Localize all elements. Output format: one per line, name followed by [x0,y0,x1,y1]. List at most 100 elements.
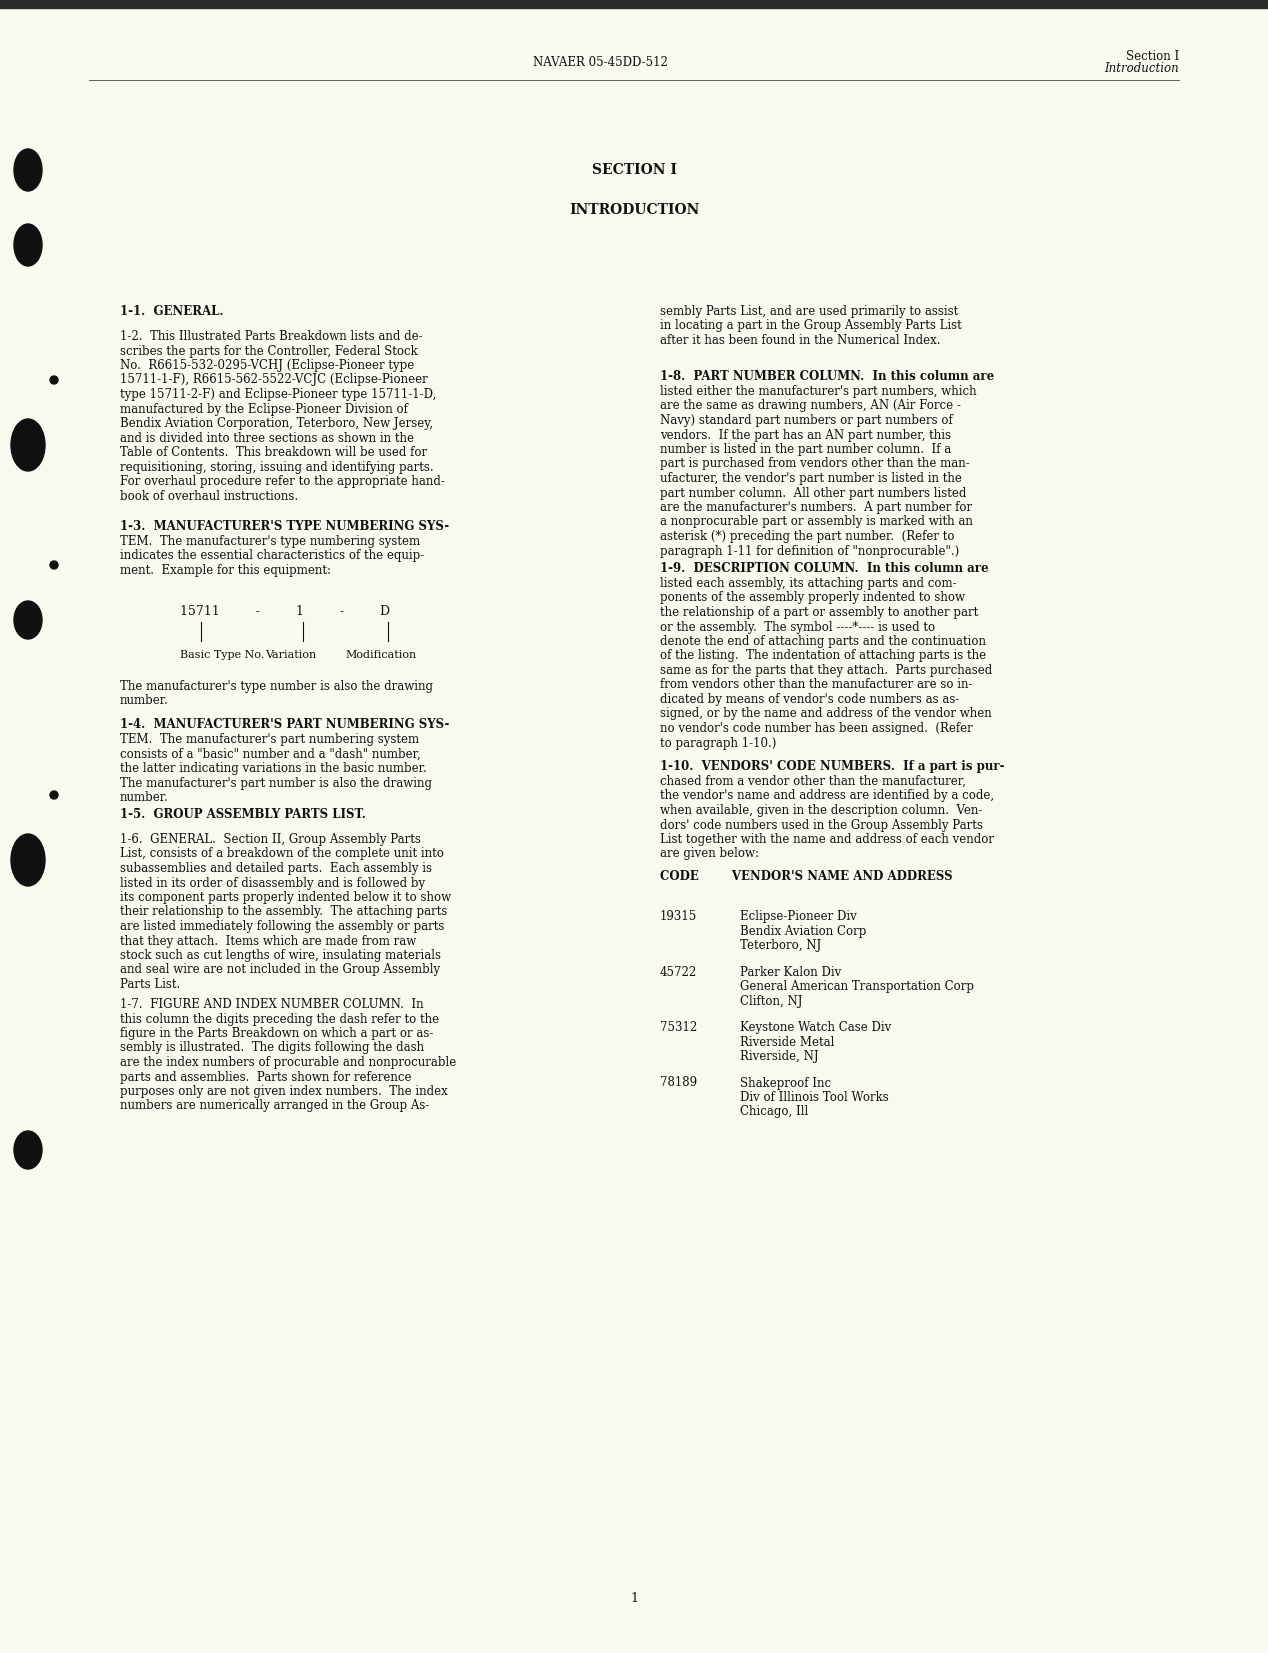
Text: List, consists of a breakdown of the complete unit into: List, consists of a breakdown of the com… [120,848,444,861]
Text: 15711         -         1         -         D: 15711 - 1 - D [180,605,391,618]
Text: requisitioning, storing, issuing and identifying parts.: requisitioning, storing, issuing and ide… [120,461,434,473]
Text: No.  R6615-532-0295-VCHJ (Eclipse-Pioneer type: No. R6615-532-0295-VCHJ (Eclipse-Pioneer… [120,359,415,372]
Text: TEM.  The manufacturer's type numbering system: TEM. The manufacturer's type numbering s… [120,536,420,549]
Text: indicates the essential characteristics of the equip-: indicates the essential characteristics … [120,549,425,562]
Text: denote the end of attaching parts and the continuation: denote the end of attaching parts and th… [661,635,987,648]
Text: book of overhaul instructions.: book of overhaul instructions. [120,489,298,503]
Text: ponents of the assembly properly indented to show: ponents of the assembly properly indente… [661,592,965,605]
Text: part number column.  All other part numbers listed: part number column. All other part numbe… [661,486,966,499]
Text: INTRODUCTION: INTRODUCTION [569,203,699,217]
Ellipse shape [11,835,44,886]
Text: and seal wire are not included in the Group Assembly: and seal wire are not included in the Gr… [120,964,440,977]
Text: TEM.  The manufacturer's part numbering system: TEM. The manufacturer's part numbering s… [120,732,420,746]
Text: SECTION I: SECTION I [591,164,677,177]
Text: Riverside, NJ: Riverside, NJ [741,1050,819,1063]
Text: to paragraph 1-10.): to paragraph 1-10.) [661,737,776,749]
Text: Variation: Variation [265,650,316,660]
Text: vendors.  If the part has an AN part number, this: vendors. If the part has an AN part numb… [661,428,951,441]
Text: and is divided into three sections as shown in the: and is divided into three sections as sh… [120,431,413,445]
Ellipse shape [14,602,42,640]
Text: paragraph 1-11 for definition of "nonprocurable".): paragraph 1-11 for definition of "nonpro… [661,544,960,557]
Ellipse shape [14,149,42,192]
Text: its component parts properly indented below it to show: its component parts properly indented be… [120,891,451,904]
Text: NAVAER 05-45DD-512: NAVAER 05-45DD-512 [533,56,667,68]
Text: no vendor's code number has been assigned.  (Refer: no vendor's code number has been assigne… [661,722,973,736]
Text: are the index numbers of procurable and nonprocurable: are the index numbers of procurable and … [120,1056,456,1069]
Text: scribes the parts for the Controller, Federal Stock: scribes the parts for the Controller, Fe… [120,344,417,357]
Text: listed in its order of disassembly and is followed by: listed in its order of disassembly and i… [120,876,425,889]
Text: 1-2.  This Illustrated Parts Breakdown lists and de-: 1-2. This Illustrated Parts Breakdown li… [120,331,422,344]
Text: are the same as drawing numbers, AN (Air Force -: are the same as drawing numbers, AN (Air… [661,400,961,413]
Text: 1-7.  FIGURE AND INDEX NUMBER COLUMN.  In: 1-7. FIGURE AND INDEX NUMBER COLUMN. In [120,998,424,1012]
Text: Parker Kalon Div: Parker Kalon Div [741,965,841,979]
Ellipse shape [14,1131,42,1169]
Text: dors' code numbers used in the Group Assembly Parts: dors' code numbers used in the Group Ass… [661,818,983,831]
Text: type 15711-2-F) and Eclipse-Pioneer type 15711-1-D,: type 15711-2-F) and Eclipse-Pioneer type… [120,388,436,402]
Text: numbers are numerically arranged in the Group As-: numbers are numerically arranged in the … [120,1099,430,1112]
Text: are given below:: are given below: [661,848,760,861]
Text: a nonprocurable part or assembly is marked with an: a nonprocurable part or assembly is mark… [661,516,973,529]
Text: 1: 1 [630,1592,638,1605]
Text: Section I: Section I [1126,50,1179,63]
Text: listed each assembly, its attaching parts and com-: listed each assembly, its attaching part… [661,577,956,590]
Text: of the listing.  The indentation of attaching parts is the: of the listing. The indentation of attac… [661,650,987,663]
Text: 1-4.  MANUFACTURER'S PART NUMBERING SYS-: 1-4. MANUFACTURER'S PART NUMBERING SYS- [120,717,449,731]
Text: Basic Type No.: Basic Type No. [180,650,264,660]
Text: dicated by means of vendor's code numbers as as-: dicated by means of vendor's code number… [661,693,960,706]
Text: Navy) standard part numbers or part numbers of: Navy) standard part numbers or part numb… [661,413,952,426]
Text: Div of Illinois Tool Works: Div of Illinois Tool Works [741,1091,889,1104]
Text: 1-3.  MANUFACTURER'S TYPE NUMBERING SYS-: 1-3. MANUFACTURER'S TYPE NUMBERING SYS- [120,521,449,532]
Text: Introduction: Introduction [1104,61,1179,74]
Text: Modification: Modification [345,650,416,660]
Text: in locating a part in the Group Assembly Parts List: in locating a part in the Group Assembly… [661,319,961,332]
Text: asterisk (*) preceding the part number.  (Refer to: asterisk (*) preceding the part number. … [661,531,955,542]
Text: ufacturer, the vendor's part number is listed in the: ufacturer, the vendor's part number is l… [661,473,962,484]
Text: CODE        VENDOR'S NAME AND ADDRESS: CODE VENDOR'S NAME AND ADDRESS [661,869,952,883]
Text: the vendor's name and address are identified by a code,: the vendor's name and address are identi… [661,790,994,802]
Text: purposes only are not given index numbers.  The index: purposes only are not given index number… [120,1084,448,1098]
Text: 1-5.  GROUP ASSEMBLY PARTS LIST.: 1-5. GROUP ASSEMBLY PARTS LIST. [120,808,366,822]
Text: List together with the name and address of each vendor: List together with the name and address … [661,833,994,846]
Text: 1-6.  GENERAL.  Section II, Group Assembly Parts: 1-6. GENERAL. Section II, Group Assembly… [120,833,421,846]
Text: Keystone Watch Case Div: Keystone Watch Case Div [741,1022,891,1035]
Text: Parts List.: Parts List. [120,979,180,992]
Text: the latter indicating variations in the basic number.: the latter indicating variations in the … [120,762,427,775]
Text: after it has been found in the Numerical Index.: after it has been found in the Numerical… [661,334,941,347]
Text: For overhaul procedure refer to the appropriate hand-: For overhaul procedure refer to the appr… [120,474,445,488]
Text: number is listed in the part number column.  If a: number is listed in the part number colu… [661,443,951,456]
Text: 1-1.  GENERAL.: 1-1. GENERAL. [120,306,223,317]
Text: Eclipse-Pioneer Div: Eclipse-Pioneer Div [741,911,857,922]
Text: listed either the manufacturer's part numbers, which: listed either the manufacturer's part nu… [661,385,976,398]
Text: manufactured by the Eclipse-Pioneer Division of: manufactured by the Eclipse-Pioneer Divi… [120,402,408,415]
Text: are the manufacturer's numbers.  A part number for: are the manufacturer's numbers. A part n… [661,501,973,514]
Text: sembly Parts List, and are used primarily to assist: sembly Parts List, and are used primaril… [661,306,959,317]
Text: 1-8.  PART NUMBER COLUMN.  In this column are: 1-8. PART NUMBER COLUMN. In this column … [661,370,994,383]
Text: number.: number. [120,792,169,803]
Text: Riverside Metal: Riverside Metal [741,1035,834,1048]
Text: stock such as cut lengths of wire, insulating materials: stock such as cut lengths of wire, insul… [120,949,441,962]
Ellipse shape [49,560,58,569]
Text: Clifton, NJ: Clifton, NJ [741,995,803,1007]
Ellipse shape [49,792,58,798]
Text: 15711-1-F), R6615-562-5522-VCJC (Eclipse-Pioneer: 15711-1-F), R6615-562-5522-VCJC (Eclipse… [120,374,427,387]
Text: when available, given in the description column.  Ven-: when available, given in the description… [661,803,983,817]
Text: Teterboro, NJ: Teterboro, NJ [741,939,822,952]
Text: 45722: 45722 [661,965,697,979]
Text: signed, or by the name and address of the vendor when: signed, or by the name and address of th… [661,707,992,721]
Text: part is purchased from vendors other than the man-: part is purchased from vendors other tha… [661,458,970,471]
Text: are listed immediately following the assembly or parts: are listed immediately following the ass… [120,921,444,932]
Text: Shakeproof Inc: Shakeproof Inc [741,1076,831,1089]
Text: 19315: 19315 [661,911,697,922]
Text: the relationship of a part or assembly to another part: the relationship of a part or assembly t… [661,607,978,618]
Text: parts and assemblies.  Parts shown for reference: parts and assemblies. Parts shown for re… [120,1071,412,1083]
Text: The manufacturer's type number is also the drawing: The manufacturer's type number is also t… [120,679,432,693]
Text: General American Transportation Corp: General American Transportation Corp [741,980,974,993]
Text: sembly is illustrated.  The digits following the dash: sembly is illustrated. The digits follow… [120,1041,424,1055]
Text: ment.  Example for this equipment:: ment. Example for this equipment: [120,564,331,577]
Text: subassemblies and detailed parts.  Each assembly is: subassemblies and detailed parts. Each a… [120,861,432,874]
Text: Chicago, Ill: Chicago, Ill [741,1106,808,1119]
Text: Bendix Aviation Corporation, Teterboro, New Jersey,: Bendix Aviation Corporation, Teterboro, … [120,417,434,430]
Text: number.: number. [120,694,169,707]
Text: same as for the parts that they attach.  Parts purchased: same as for the parts that they attach. … [661,665,993,678]
Text: from vendors other than the manufacturer are so in-: from vendors other than the manufacturer… [661,678,973,691]
